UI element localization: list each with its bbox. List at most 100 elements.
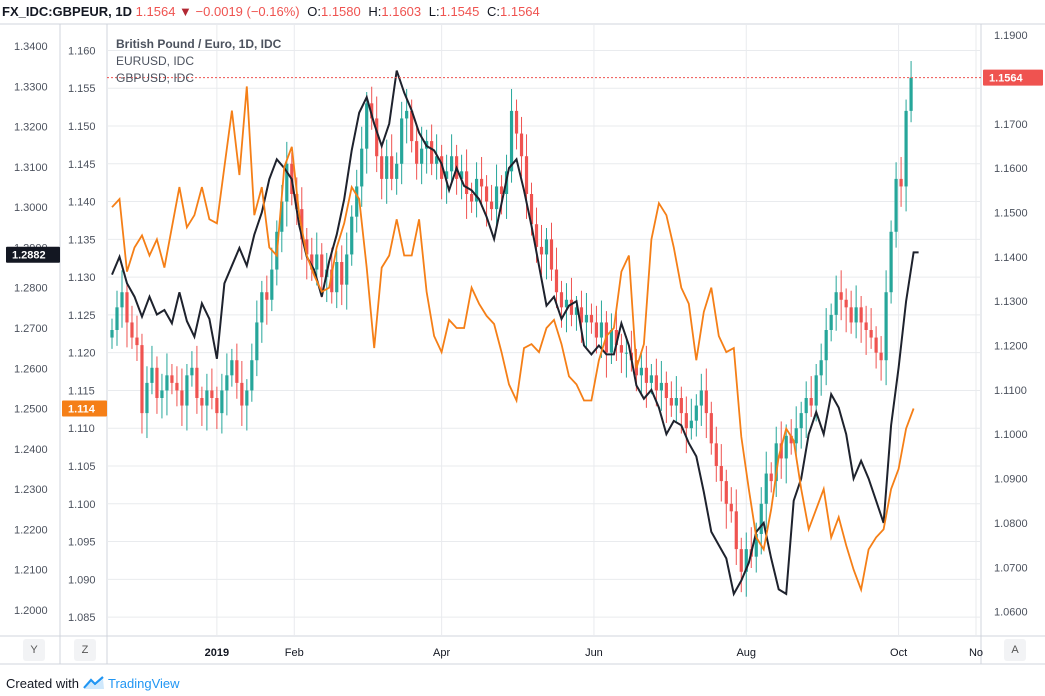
- center-axis-tick: 1.160: [68, 45, 96, 57]
- candle-body: [714, 443, 718, 466]
- candle-body: [574, 307, 579, 315]
- tradingview-brand[interactable]: TradingView: [108, 676, 180, 691]
- candle-body: [844, 299, 848, 308]
- candle-body: [205, 390, 209, 406]
- legend-gbpusd[interactable]: GBPUSD, IDC: [116, 71, 195, 85]
- candle-body: [539, 246, 544, 255]
- center-axis-scale-button[interactable]: Z: [74, 639, 96, 661]
- left-axis-tick: 1.2200: [14, 524, 48, 536]
- center-axis-tick: 1.090: [68, 574, 96, 586]
- gbpusd-price-badge-bg: [6, 246, 60, 263]
- candle-body: [474, 178, 479, 202]
- candle-body: [120, 292, 124, 308]
- legend-eurusd[interactable]: EURUSD, IDC: [116, 54, 195, 68]
- candle-body: [130, 322, 134, 338]
- candle-body: [415, 141, 419, 164]
- candle-body: [375, 118, 379, 157]
- candle-body: [440, 156, 444, 179]
- center-axis-tick: 1.125: [68, 310, 96, 322]
- candle-body: [769, 473, 773, 482]
- candle-body: [799, 413, 803, 429]
- gbpusd-orange-badge-bg: [62, 400, 107, 417]
- candle-body: [435, 156, 439, 164]
- candle-body: [524, 156, 529, 194]
- candle-body: [380, 156, 384, 179]
- candle-body: [704, 390, 708, 414]
- chart-legend: British Pound / Euro, 1D, IDC EURUSD, ID…: [116, 36, 281, 87]
- candle-body: [814, 375, 818, 406]
- candle-body: [529, 194, 534, 225]
- left-axis-scale-button[interactable]: Y: [23, 639, 45, 661]
- candle-body: [859, 307, 863, 323]
- center-axis-tick: 1.095: [68, 537, 96, 549]
- symbol-label[interactable]: FX_IDC:GBPEUR, 1D: [2, 4, 133, 19]
- candle-body: [285, 163, 289, 202]
- time-axis-tick: Apr: [433, 647, 450, 659]
- candle-body: [514, 110, 519, 134]
- left-axis-tick: 1.2300: [14, 484, 48, 496]
- candle-body: [479, 178, 484, 187]
- candle-body: [649, 375, 653, 383]
- candle-body: [420, 148, 424, 164]
- candle-body: [759, 503, 763, 534]
- candle-body: [774, 443, 778, 482]
- left-axis-tick: 1.3000: [14, 202, 48, 214]
- time-axis-tick: Jun: [585, 647, 603, 659]
- candle-body: [360, 148, 364, 187]
- legend-title[interactable]: British Pound / Euro, 1D, IDC: [116, 37, 282, 51]
- right-axis-tick: 1.1900: [994, 30, 1028, 42]
- candle-body: [250, 360, 254, 391]
- candle-body: [365, 103, 369, 149]
- center-axis-tick: 1.100: [68, 499, 96, 511]
- time-axis-tick: Oct: [890, 647, 907, 659]
- candle-body: [395, 163, 399, 179]
- candle-body: [405, 110, 409, 119]
- candle-body: [464, 171, 469, 194]
- candle-body: [679, 398, 683, 414]
- auto-scale-button[interactable]: A: [1004, 639, 1026, 661]
- candle-body: [140, 345, 144, 414]
- candle-body: [135, 337, 139, 346]
- candle-body: [484, 186, 489, 202]
- candle-body: [340, 262, 344, 285]
- candle-body: [469, 194, 474, 202]
- candle-body: [644, 367, 648, 383]
- center-axis-tick: 1.130: [68, 272, 96, 284]
- time-axis-tick: No: [969, 647, 983, 659]
- candle-body: [390, 156, 394, 179]
- candle-body: [754, 534, 758, 557]
- candle-body: [185, 375, 189, 406]
- candle-body: [889, 231, 893, 293]
- candle-body: [809, 398, 813, 406]
- candle-body: [664, 382, 668, 398]
- right-axis-tick: 1.1300: [994, 296, 1028, 308]
- candle-body: [494, 186, 499, 210]
- candle-body: [400, 118, 404, 164]
- candle-body: [150, 367, 154, 383]
- center-axis-tick: 1.140: [68, 197, 96, 209]
- candle-body: [180, 390, 184, 406]
- right-axis-tick: 1.0600: [994, 607, 1028, 619]
- candle-body: [779, 443, 783, 459]
- candle-body: [834, 292, 838, 315]
- candle-body: [509, 110, 514, 172]
- footer-credit: Created with TradingView: [6, 676, 180, 693]
- down-arrow-icon: ▼: [179, 4, 192, 19]
- candle-body: [819, 360, 823, 376]
- candle-body: [145, 382, 149, 414]
- candle-body: [869, 330, 873, 338]
- candle-body: [899, 178, 903, 187]
- candle-body: [669, 398, 673, 406]
- candle-body: [594, 322, 599, 338]
- left-axis-tick: 1.2000: [14, 605, 48, 617]
- left-axis-tick: 1.2600: [14, 363, 48, 375]
- center-axis-tick: 1.135: [68, 234, 96, 246]
- candle-body: [789, 435, 793, 444]
- candle-body: [350, 216, 354, 255]
- candle-body: [609, 330, 614, 353]
- high-label: H:: [368, 4, 382, 19]
- candle-body: [794, 428, 798, 444]
- candle-body: [734, 511, 738, 550]
- candle-body: [724, 481, 728, 504]
